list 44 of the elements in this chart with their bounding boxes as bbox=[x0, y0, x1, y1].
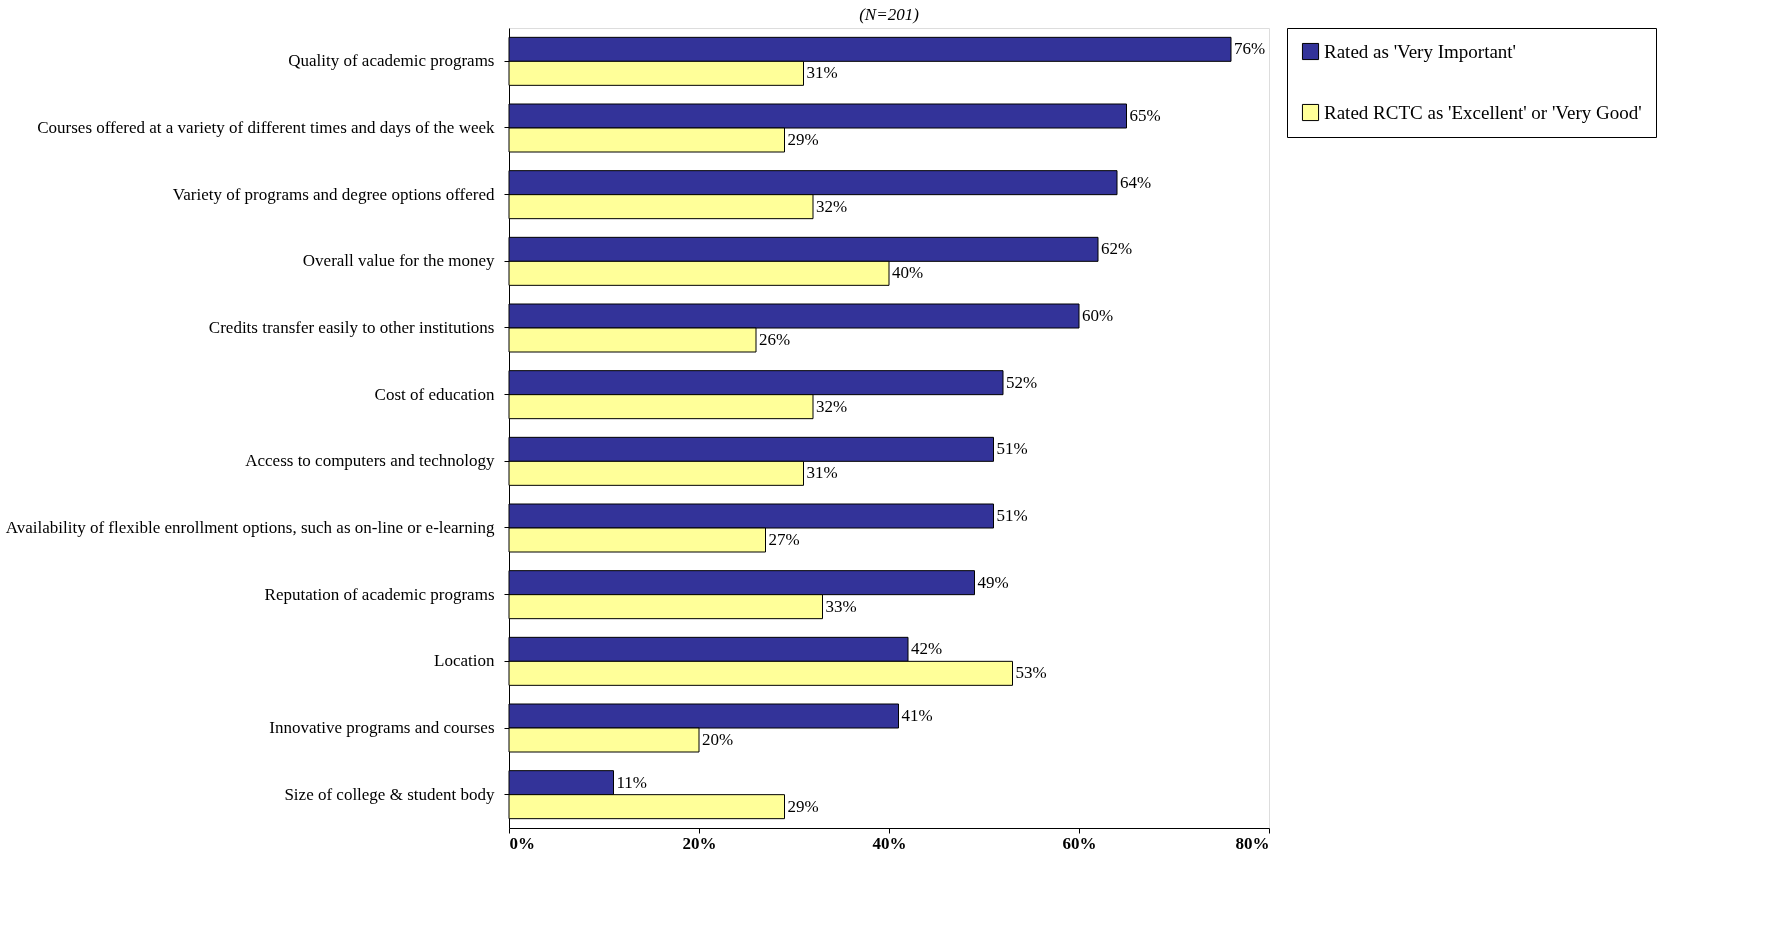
x-tick-label: 20% bbox=[682, 833, 717, 853]
data-label: 31% bbox=[806, 463, 838, 483]
data-label: 41% bbox=[901, 706, 933, 725]
data-label: 40% bbox=[892, 263, 924, 283]
legend-label: Rated RCTC as 'Excellent' or 'Very Good' bbox=[1324, 101, 1642, 123]
data-label: 29% bbox=[787, 796, 819, 816]
y-tick-label: Variety of programs and degree options offered bbox=[172, 184, 495, 204]
x-tick-label: 40% bbox=[872, 833, 907, 853]
data-label: 52% bbox=[1006, 372, 1038, 392]
data-label: 64% bbox=[1120, 172, 1152, 192]
data-label: 53% bbox=[1015, 663, 1047, 683]
data-label: 32% bbox=[816, 396, 848, 416]
x-tick-label: 60% bbox=[1062, 833, 1097, 853]
y-tick-label: Innovative programs and courses bbox=[269, 718, 495, 737]
y-tick-label: Reputation of academic programs bbox=[264, 584, 495, 604]
data-label: 11% bbox=[616, 772, 648, 792]
data-label: 29% bbox=[787, 130, 819, 149]
x-tick-label: 0% bbox=[509, 833, 535, 853]
data-label: 26% bbox=[759, 330, 791, 349]
data-label: 42% bbox=[911, 639, 943, 659]
y-tick-label: Cost of education bbox=[374, 384, 495, 404]
data-label: 31% bbox=[806, 63, 838, 83]
y-tick-label: Availability of flexible enrollment options, such as on-line or e-learning bbox=[5, 518, 495, 537]
data-label: 76% bbox=[1234, 39, 1266, 59]
data-label: 32% bbox=[816, 196, 848, 216]
y-tick-label: Courses offered at a variety of different times and days of the week bbox=[37, 118, 495, 137]
data-label: 49% bbox=[977, 572, 1009, 592]
data-label: 65% bbox=[1129, 106, 1161, 125]
y-tick-label: Quality of academic programs bbox=[288, 51, 495, 71]
data-label: 27% bbox=[768, 530, 800, 549]
y-tick-label: Size of college & student body bbox=[284, 784, 495, 804]
chart-subtitle: (N=201) bbox=[859, 4, 920, 24]
data-label: 51% bbox=[996, 506, 1028, 525]
legend-label: Rated as 'Very Important' bbox=[1324, 40, 1517, 62]
data-label: 33% bbox=[825, 596, 857, 616]
y-tick-label: Credits transfer easily to other institutions bbox=[208, 318, 495, 337]
y-tick-label: Location bbox=[434, 651, 495, 671]
data-label: 62% bbox=[1101, 239, 1133, 259]
data-label: 51% bbox=[996, 439, 1028, 459]
x-tick-label: 80% bbox=[1235, 833, 1270, 853]
data-label: 20% bbox=[702, 730, 734, 749]
y-tick-label: Access to computers and technology bbox=[245, 451, 495, 471]
data-label: 60% bbox=[1082, 306, 1114, 325]
y-tick-label: Overall value for the money bbox=[302, 251, 495, 271]
